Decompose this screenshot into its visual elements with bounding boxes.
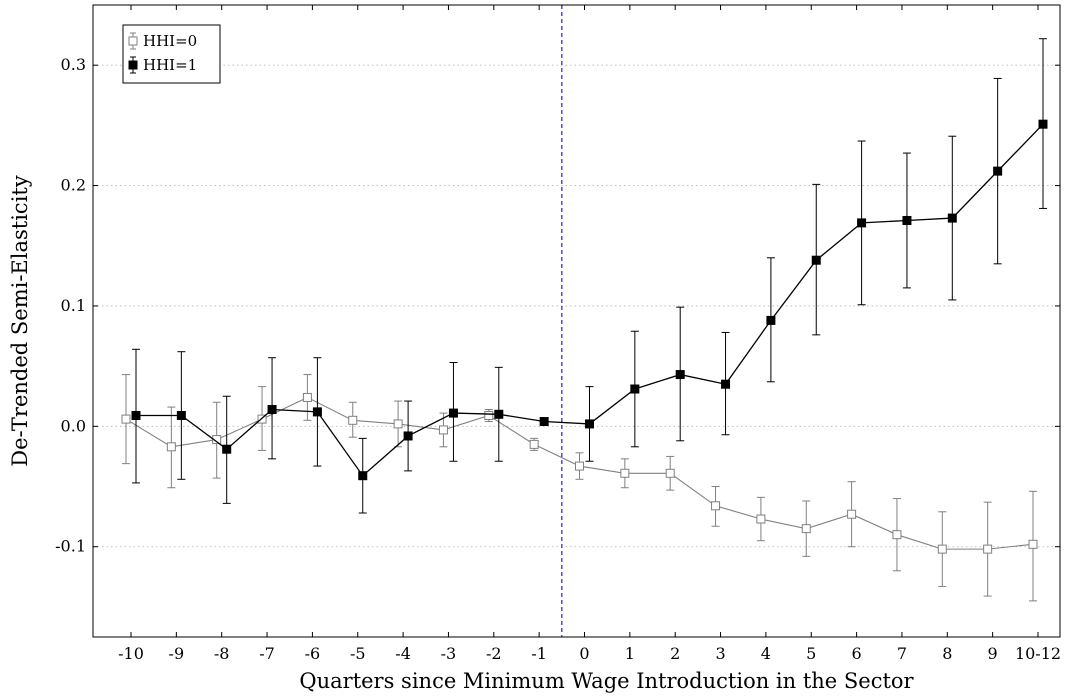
data-point [448, 408, 458, 418]
x-tick-label: 8 [942, 644, 952, 663]
data-point [711, 501, 721, 511]
legend-item-HHI=1: HHI=1 [128, 56, 197, 74]
data-point [937, 544, 947, 554]
x-tick-label: 5 [806, 644, 816, 663]
x-tick-label: -6 [305, 644, 321, 663]
data-point [131, 410, 141, 420]
x-tick-label: -1 [531, 644, 547, 663]
x-tick-label: -9 [169, 644, 185, 663]
legend-marker [128, 60, 138, 70]
data-point [675, 370, 685, 380]
x-tick-label: 4 [761, 644, 771, 663]
data-point [847, 509, 857, 519]
data-point [121, 414, 131, 424]
x-tick-label: 0 [579, 644, 589, 663]
data-point [665, 468, 675, 478]
x-tick-label: -5 [350, 644, 366, 663]
x-tick-label: 7 [897, 644, 907, 663]
data-point [756, 514, 766, 524]
x-tick-label: -8 [214, 644, 230, 663]
axis-ticks: -0.10.00.10.20.3-10 -9 -8 -7 -6 -5 -4 -3 -2 -1 0 1 2… [55, 5, 1061, 663]
x-tick-label: -10 [118, 644, 144, 663]
y-tick-label: -0.1 [55, 537, 86, 556]
data-point [801, 524, 811, 534]
x-axis-title: Quarters since Minimum Wage Introduction… [299, 669, 914, 693]
data-point [630, 384, 640, 394]
legend-box [122, 24, 221, 84]
y-tick-label: 0.2 [61, 176, 86, 195]
data-point [257, 414, 267, 424]
x-tick-label: 9 [988, 644, 998, 663]
data-point [494, 409, 504, 419]
legend: HHI=0 HHI=1 [122, 24, 221, 84]
data-point [1028, 539, 1038, 549]
data-point [721, 379, 731, 389]
data-point [983, 544, 993, 554]
data-point [267, 404, 277, 414]
data-point [857, 218, 867, 228]
data-point [993, 166, 1003, 176]
data-point [902, 215, 912, 225]
data-point [575, 461, 584, 471]
legend-label: HHI=1 [143, 56, 197, 74]
data-point [176, 410, 186, 420]
data-point [302, 392, 312, 402]
x-tick-label: -4 [395, 644, 411, 663]
series-layer [121, 38, 1048, 602]
grid-lines [93, 64, 1060, 548]
legend-marker [128, 36, 138, 46]
data-point [438, 425, 448, 435]
x-tick-label: -3 [441, 644, 457, 663]
data-point [947, 213, 957, 223]
data-point [529, 439, 539, 449]
data-point [348, 415, 358, 425]
data-point [585, 419, 594, 429]
data-point [539, 417, 549, 427]
y-tick-label: 0.1 [61, 296, 86, 315]
x-tick-label: 3 [715, 644, 725, 663]
data-point [1038, 119, 1048, 129]
y-axis-title: De-Trended Semi-Elasticity [8, 175, 32, 467]
x-tick-label: 6 [852, 644, 862, 663]
data-point [166, 442, 176, 452]
data-point [312, 407, 322, 417]
data-point [811, 255, 821, 265]
x-tick-label: 1 [625, 644, 635, 663]
data-point [766, 315, 776, 325]
legend-label: HHI=0 [143, 32, 197, 50]
series-HHI=1 [131, 38, 1048, 514]
data-point [620, 468, 630, 478]
series-HHI=0 [121, 374, 1038, 602]
x-tick-label: -2 [486, 644, 502, 663]
data-point [222, 444, 232, 454]
legend-item-HHI=0: HHI=0 [128, 32, 197, 50]
x-tick-label: 10-12 [1015, 644, 1061, 663]
data-point [358, 471, 368, 481]
data-point [892, 530, 902, 540]
data-point [393, 419, 403, 429]
plot-frame [92, 4, 1061, 638]
data-point [403, 431, 413, 441]
y-tick-label: 0.3 [61, 55, 86, 74]
y-tick-label: 0.0 [61, 416, 86, 435]
data-point [484, 410, 494, 420]
x-tick-label: -7 [259, 644, 275, 663]
x-tick-label: 2 [670, 644, 680, 663]
